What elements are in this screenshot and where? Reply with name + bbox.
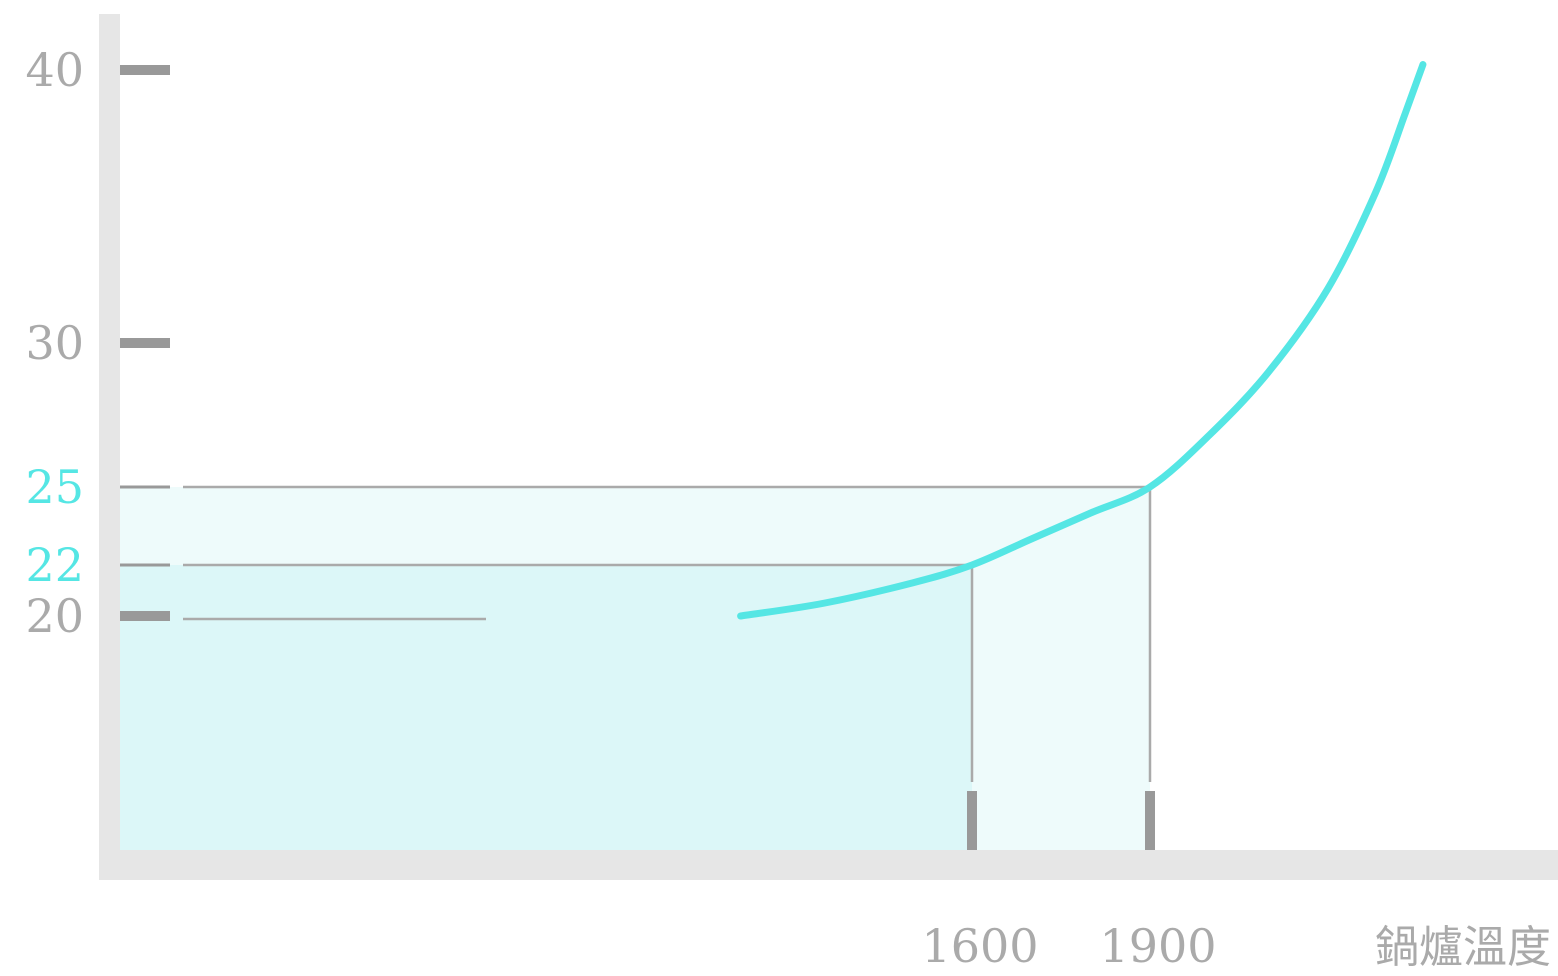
y-tick-mark-40 [120,65,170,75]
shaded-region-inner [120,565,972,850]
x-tick-mark-1600 [967,791,977,850]
series-curve [737,61,1427,620]
y-tick-label-20: 20 [25,589,84,643]
x-tick-label-1900: 1900 [1099,919,1216,973]
tick-marks [120,65,1155,850]
y-tick-label-30: 30 [25,316,84,370]
y-tick-mark-20 [120,611,170,621]
y-tick-label-25: 25 [25,460,84,514]
y-tick-label-40: 40 [25,43,84,97]
y-tick-mark-22 [120,563,170,567]
y-tick-mark-25 [120,485,170,489]
shaded-regions [120,487,1150,850]
y-tick-label-22: 22 [25,538,84,592]
x-tick-label-1600: 1600 [921,919,1038,973]
x-axis-title: 鍋爐溫度 [1375,922,1551,973]
y-tick-mark-30 [120,338,170,348]
x-axis-line [99,850,1558,880]
y-axis-line [99,14,120,880]
series-line-core [740,64,1425,618]
guide-lines [183,485,1152,782]
axes [99,14,1558,880]
x-tick-mark-1900 [1145,791,1155,850]
